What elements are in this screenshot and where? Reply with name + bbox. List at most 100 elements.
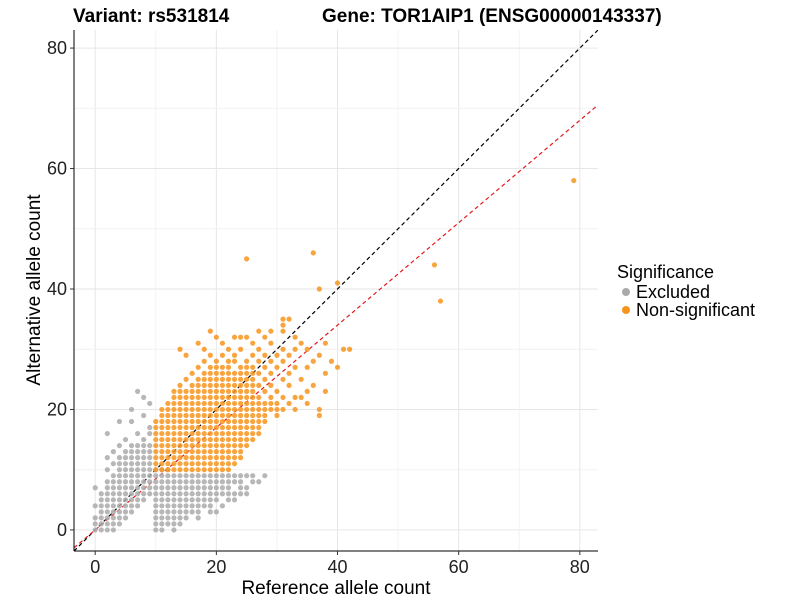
data-point	[213, 334, 219, 340]
data-point	[147, 485, 153, 491]
data-point	[195, 473, 201, 479]
data-point	[225, 382, 232, 388]
data-point	[165, 515, 171, 521]
x-tick-label: 40	[327, 557, 347, 577]
data-point	[165, 424, 171, 431]
data-point	[225, 497, 232, 503]
data-point	[141, 442, 147, 449]
data-point	[219, 485, 226, 491]
data-point	[207, 491, 213, 497]
data-point	[153, 467, 159, 473]
data-point	[183, 467, 189, 473]
data-point	[159, 436, 165, 443]
data-point	[128, 449, 135, 455]
data-point	[195, 418, 201, 425]
data-point	[340, 346, 347, 352]
data-point	[250, 479, 256, 485]
data-point	[213, 358, 219, 364]
data-point	[244, 442, 250, 449]
data-point	[292, 334, 298, 340]
data-point	[219, 442, 226, 449]
data-point	[177, 467, 183, 473]
data-point	[171, 473, 177, 479]
data-point	[165, 436, 171, 443]
data-point	[250, 436, 256, 443]
data-point	[165, 491, 171, 497]
data-point	[256, 418, 262, 425]
data-point	[213, 473, 219, 479]
data-point	[213, 382, 219, 388]
data-point	[201, 503, 207, 509]
data-point	[213, 467, 219, 473]
data-point	[225, 358, 232, 364]
data-point	[304, 364, 310, 370]
data-point	[147, 455, 153, 461]
data-point	[213, 461, 219, 467]
data-point	[171, 521, 177, 527]
data-point	[189, 382, 195, 388]
data-point	[231, 334, 238, 340]
data-point	[189, 442, 195, 449]
data-point	[171, 436, 177, 443]
data-point	[225, 406, 232, 413]
data-point	[189, 461, 195, 467]
data-point	[274, 388, 280, 394]
data-point	[122, 455, 129, 461]
data-point	[104, 515, 110, 521]
x-axis-ticks: 0 20 40 60 80	[90, 551, 590, 577]
data-point	[213, 449, 219, 455]
data-point	[171, 467, 177, 473]
data-point	[165, 485, 171, 491]
data-point	[153, 449, 159, 455]
data-point	[268, 358, 274, 364]
data-point	[292, 364, 298, 370]
data-point	[183, 485, 189, 491]
data-point	[116, 461, 123, 467]
data-point	[177, 449, 183, 455]
data-point	[183, 509, 189, 515]
data-point	[298, 340, 304, 346]
data-point	[183, 449, 189, 455]
data-point	[189, 436, 195, 443]
data-point	[159, 521, 165, 527]
data-point	[201, 346, 207, 352]
data-point	[207, 424, 213, 431]
data-point	[110, 521, 116, 527]
data-point	[201, 394, 207, 401]
data-point	[128, 461, 135, 467]
data-point	[219, 406, 226, 413]
data-point	[153, 491, 159, 497]
data-point	[189, 400, 195, 407]
data-point	[213, 509, 219, 515]
data-point	[195, 424, 201, 431]
x-tick-label: 0	[90, 557, 100, 577]
data-point	[128, 491, 135, 497]
data-point	[183, 418, 189, 425]
data-point	[165, 521, 171, 527]
data-point	[316, 406, 322, 413]
data-point	[183, 461, 189, 467]
data-point	[207, 394, 213, 401]
data-point	[116, 497, 123, 503]
data-point	[231, 358, 238, 364]
data-point	[219, 400, 226, 407]
data-point	[165, 418, 171, 425]
data-point	[213, 412, 219, 419]
data-point	[195, 449, 201, 455]
data-point	[347, 346, 353, 352]
data-point	[189, 491, 195, 497]
data-point	[219, 370, 226, 376]
data-point	[177, 412, 183, 419]
data-point	[159, 449, 165, 455]
data-point	[201, 461, 207, 467]
data-point	[165, 442, 171, 449]
data-point	[135, 503, 141, 509]
data-point	[153, 509, 159, 515]
data-point	[231, 394, 238, 401]
data-point	[207, 473, 213, 479]
data-point	[177, 461, 183, 467]
data-point	[219, 491, 226, 497]
data-point	[250, 412, 256, 419]
y-tick-label: 40	[47, 279, 67, 299]
data-point	[219, 352, 226, 358]
